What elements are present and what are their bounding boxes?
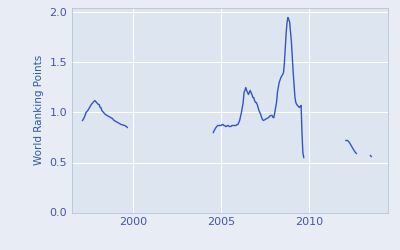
Y-axis label: World Ranking Points: World Ranking Points <box>34 55 44 165</box>
